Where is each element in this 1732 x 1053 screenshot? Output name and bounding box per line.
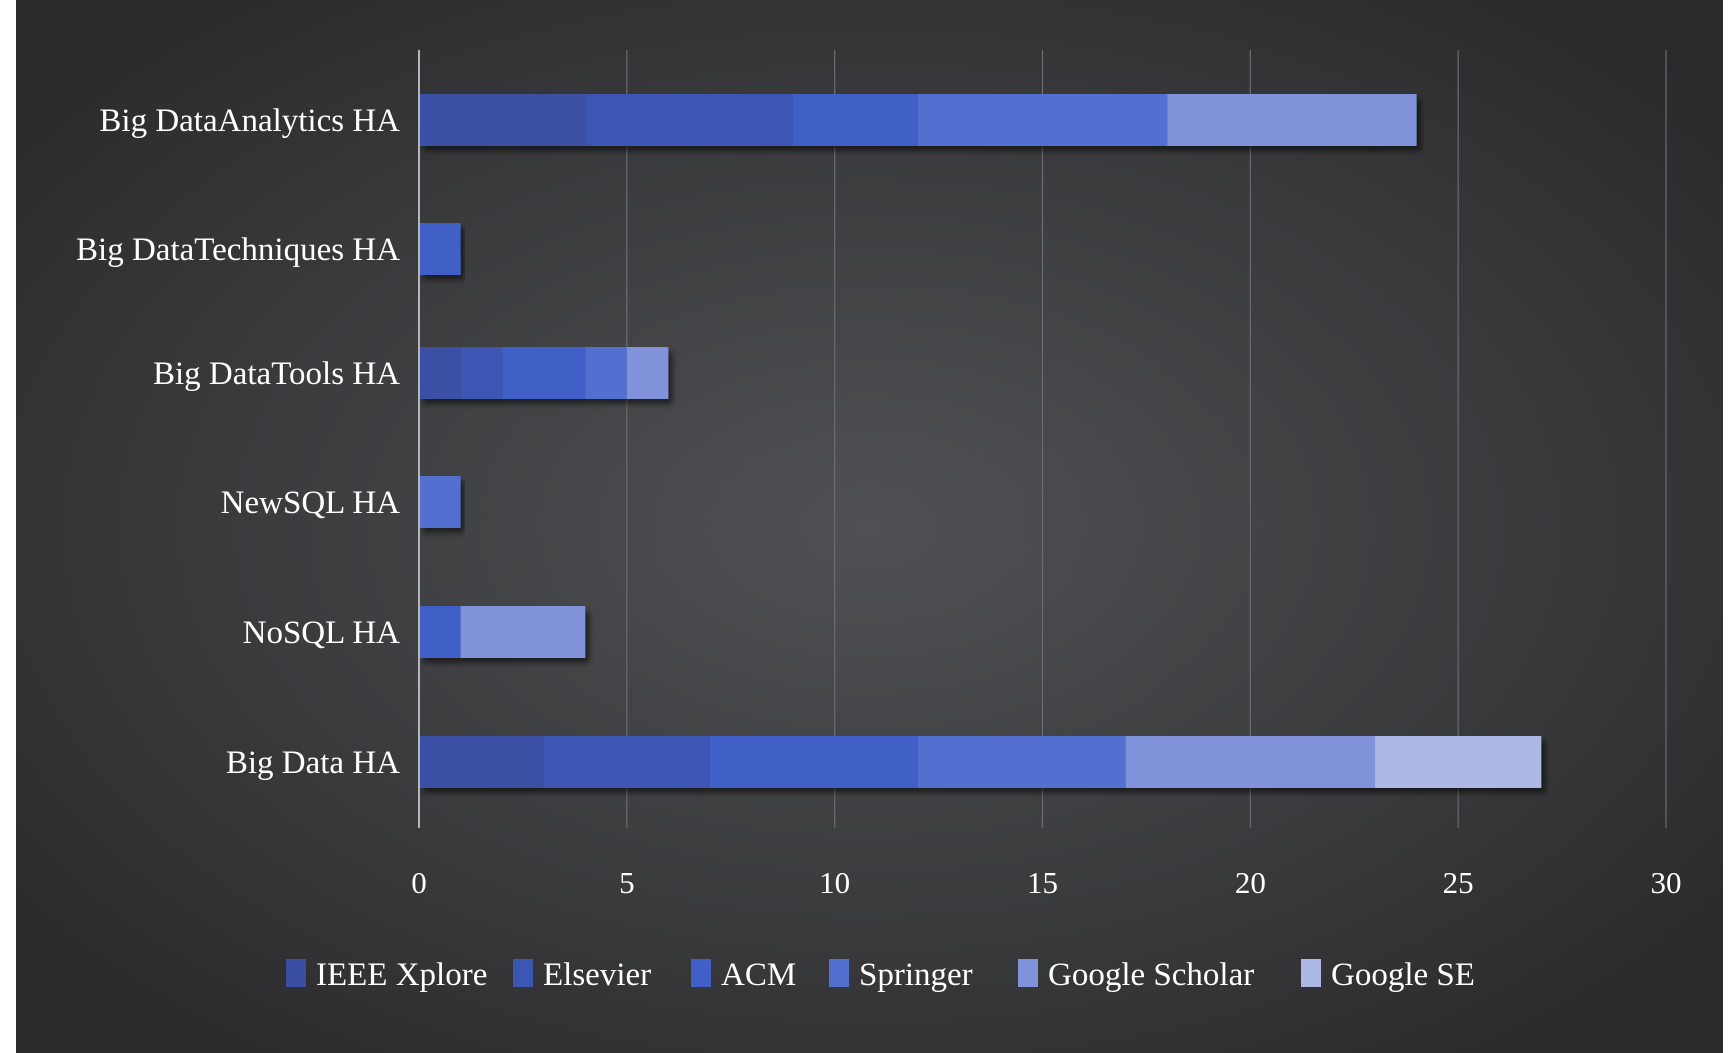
bar-segment bbox=[460, 606, 586, 658]
legend-label: Elsevier bbox=[543, 957, 651, 993]
legend-swatch bbox=[1018, 959, 1038, 987]
x-tick-label: 30 bbox=[1651, 865, 1682, 900]
category-label: Big DataTechniques HA bbox=[76, 232, 400, 268]
bar-segment bbox=[917, 94, 1168, 146]
bar-segment bbox=[419, 736, 544, 788]
x-tick-label: 25 bbox=[1443, 865, 1474, 900]
gridlines bbox=[626, 50, 1667, 828]
category-label: Big Data HA bbox=[226, 745, 400, 781]
legend-swatch bbox=[1301, 959, 1321, 987]
legend-label: ACM bbox=[721, 957, 796, 993]
bar-group bbox=[419, 223, 461, 275]
bar-segment bbox=[502, 347, 586, 399]
bar-segment bbox=[460, 347, 503, 399]
bar-segment bbox=[419, 476, 461, 528]
bar-segment bbox=[585, 94, 794, 146]
x-tick-label: 20 bbox=[1235, 865, 1266, 900]
bar-group bbox=[419, 94, 1417, 146]
bar-segment bbox=[1167, 94, 1417, 146]
bar-segment bbox=[1125, 736, 1376, 788]
legend-label: Google SE bbox=[1331, 957, 1475, 993]
bar-segment bbox=[917, 736, 1126, 788]
bar-group bbox=[419, 606, 586, 658]
bar-segment bbox=[419, 94, 586, 146]
legend-swatch bbox=[829, 959, 849, 987]
chart-frame: Big DataAnalytics HA Big DataTechniques H… bbox=[16, 0, 1723, 1053]
x-tick-label: 10 bbox=[819, 865, 850, 900]
bar-group bbox=[419, 736, 1542, 788]
bar-group bbox=[419, 347, 669, 399]
bar-segment bbox=[419, 223, 461, 275]
category-label: Big DataAnalytics HA bbox=[99, 103, 400, 139]
legend: IEEE Xplore Elsevier ACM Springer Google Sch… bbox=[286, 957, 1475, 993]
category-label: NewSQL HA bbox=[221, 485, 401, 521]
legend-label: Springer bbox=[859, 957, 973, 993]
bar-group bbox=[419, 476, 461, 528]
bar-segment bbox=[793, 94, 918, 146]
legend-swatch bbox=[286, 959, 306, 987]
legend-label: IEEE Xplore bbox=[316, 957, 487, 993]
bars bbox=[419, 94, 1542, 788]
bar-segment bbox=[419, 347, 461, 399]
bar-segment bbox=[419, 606, 461, 658]
bar-segment bbox=[1375, 736, 1542, 788]
bar-segment bbox=[543, 736, 710, 788]
category-labels: Big DataAnalytics HA Big DataTechniques H… bbox=[76, 103, 400, 781]
x-tick-label: 0 bbox=[411, 865, 427, 900]
x-tick-labels: 0 5 10 15 20 25 30 bbox=[411, 865, 1681, 900]
legend-label: Google Scholar bbox=[1048, 957, 1254, 993]
bar-segment bbox=[709, 736, 918, 788]
stacked-bar-chart: Big DataAnalytics HA Big DataTechniques H… bbox=[16, 0, 1723, 1053]
bar-segment bbox=[626, 347, 669, 399]
category-label: Big DataTools HA bbox=[153, 356, 400, 392]
x-tick-label: 5 bbox=[619, 865, 635, 900]
legend-swatch bbox=[691, 959, 711, 987]
category-label: NoSQL HA bbox=[243, 615, 401, 651]
x-tick-label: 15 bbox=[1027, 865, 1058, 900]
bar-segment bbox=[585, 347, 627, 399]
plot-background bbox=[16, 0, 1723, 1053]
legend-swatch bbox=[513, 959, 533, 987]
